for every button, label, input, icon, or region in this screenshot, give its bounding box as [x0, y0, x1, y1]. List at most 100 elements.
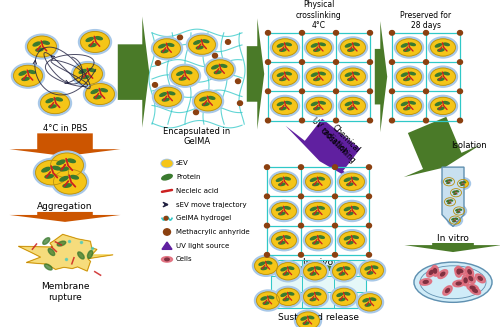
Text: Membrane
rupture: Membrane rupture	[41, 282, 89, 301]
Ellipse shape	[347, 242, 353, 244]
Ellipse shape	[438, 107, 444, 110]
Text: Necleic acid: Necleic acid	[176, 188, 218, 194]
Ellipse shape	[266, 262, 272, 264]
Ellipse shape	[347, 183, 353, 185]
Ellipse shape	[177, 72, 184, 75]
Ellipse shape	[54, 170, 86, 194]
Circle shape	[424, 30, 428, 35]
Ellipse shape	[204, 58, 236, 81]
Ellipse shape	[162, 50, 168, 53]
Ellipse shape	[458, 180, 468, 187]
Ellipse shape	[394, 66, 424, 87]
Ellipse shape	[283, 298, 289, 301]
Ellipse shape	[404, 107, 410, 110]
Ellipse shape	[281, 268, 286, 271]
Ellipse shape	[444, 72, 450, 75]
Ellipse shape	[74, 64, 102, 84]
Ellipse shape	[432, 266, 438, 276]
Ellipse shape	[255, 258, 277, 274]
Circle shape	[334, 60, 338, 64]
Ellipse shape	[78, 252, 84, 259]
Ellipse shape	[462, 275, 469, 286]
Ellipse shape	[436, 73, 442, 76]
Ellipse shape	[438, 270, 448, 279]
Ellipse shape	[154, 39, 180, 58]
Ellipse shape	[446, 288, 450, 292]
Ellipse shape	[410, 102, 416, 104]
Ellipse shape	[220, 64, 227, 67]
Ellipse shape	[449, 180, 452, 181]
Ellipse shape	[457, 212, 460, 213]
Ellipse shape	[316, 267, 321, 269]
Ellipse shape	[338, 171, 366, 192]
Ellipse shape	[196, 46, 203, 49]
Circle shape	[300, 60, 304, 64]
Ellipse shape	[337, 293, 342, 296]
Ellipse shape	[338, 95, 368, 116]
Text: Aggregation: Aggregation	[37, 202, 93, 211]
Ellipse shape	[456, 282, 461, 285]
Ellipse shape	[304, 95, 334, 116]
Ellipse shape	[310, 178, 316, 181]
Circle shape	[458, 89, 462, 94]
Circle shape	[424, 60, 428, 64]
Circle shape	[366, 194, 372, 198]
Circle shape	[266, 118, 270, 123]
Circle shape	[368, 60, 372, 64]
Ellipse shape	[352, 207, 358, 209]
Ellipse shape	[200, 97, 206, 101]
Ellipse shape	[254, 290, 281, 311]
Ellipse shape	[51, 153, 83, 177]
Circle shape	[266, 89, 270, 94]
Ellipse shape	[281, 293, 286, 296]
Ellipse shape	[159, 44, 166, 48]
Ellipse shape	[365, 304, 371, 306]
Ellipse shape	[459, 209, 462, 210]
Text: Sustained release: Sustained release	[278, 313, 358, 322]
Ellipse shape	[467, 284, 478, 291]
Ellipse shape	[442, 196, 458, 208]
Ellipse shape	[304, 289, 326, 305]
Ellipse shape	[38, 91, 72, 115]
Ellipse shape	[82, 76, 89, 78]
Text: Encapsulated in
GelMA: Encapsulated in GelMA	[164, 127, 230, 146]
Ellipse shape	[42, 41, 50, 44]
Ellipse shape	[448, 202, 450, 203]
Ellipse shape	[288, 293, 294, 295]
Circle shape	[264, 252, 270, 257]
Ellipse shape	[444, 178, 454, 185]
Ellipse shape	[352, 177, 358, 180]
Text: UV light source: UV light source	[176, 243, 229, 249]
Ellipse shape	[456, 209, 458, 211]
Ellipse shape	[436, 44, 442, 47]
Ellipse shape	[307, 39, 331, 56]
Ellipse shape	[354, 102, 360, 104]
Ellipse shape	[423, 281, 428, 283]
Circle shape	[366, 165, 372, 169]
Ellipse shape	[457, 269, 460, 274]
Circle shape	[194, 110, 198, 114]
Ellipse shape	[273, 39, 297, 56]
Ellipse shape	[284, 177, 290, 180]
Ellipse shape	[268, 296, 274, 299]
Ellipse shape	[447, 182, 450, 183]
Ellipse shape	[455, 266, 462, 277]
Ellipse shape	[447, 200, 450, 202]
Ellipse shape	[410, 72, 416, 75]
Ellipse shape	[454, 193, 456, 194]
Ellipse shape	[320, 72, 326, 75]
Ellipse shape	[442, 176, 456, 188]
Text: In vivo: In vivo	[303, 258, 333, 267]
Ellipse shape	[313, 213, 319, 215]
Circle shape	[264, 194, 270, 198]
Ellipse shape	[263, 302, 269, 304]
Ellipse shape	[277, 263, 299, 280]
Ellipse shape	[308, 268, 314, 271]
Ellipse shape	[60, 167, 68, 171]
Ellipse shape	[162, 160, 172, 167]
Ellipse shape	[310, 273, 316, 275]
Ellipse shape	[170, 64, 200, 87]
Ellipse shape	[280, 49, 286, 51]
Ellipse shape	[450, 216, 460, 224]
Text: 4°C in PBS: 4°C in PBS	[43, 124, 87, 133]
